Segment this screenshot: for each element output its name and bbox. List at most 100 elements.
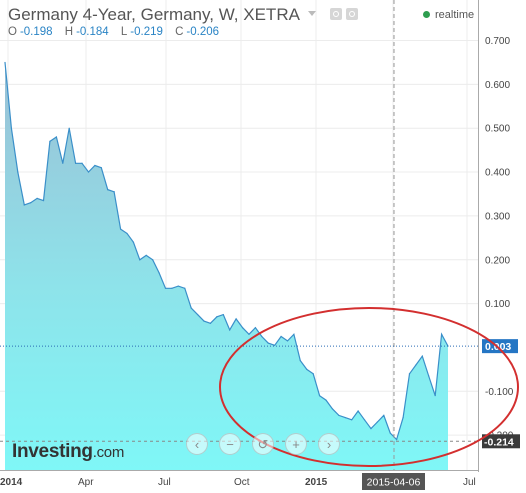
data-point-23 — [152, 259, 154, 261]
data-point-61 — [396, 438, 398, 441]
data-point-36 — [235, 318, 237, 320]
investing-logo[interactable]: Investing.com — [12, 441, 124, 463]
low-label: L — [120, 26, 128, 38]
data-point-10 — [68, 127, 70, 129]
scroll-left-button[interactable]: ‹ — [186, 433, 208, 455]
data-point-66 — [428, 375, 430, 377]
scroll-right-button[interactable]: › — [318, 433, 340, 455]
data-point-21 — [139, 259, 141, 261]
crosshair-date-label: 2015-04-06 — [367, 477, 421, 489]
data-point-68 — [440, 333, 443, 335]
data-point-18 — [119, 228, 122, 230]
data-point-41 — [267, 342, 269, 344]
options-icon[interactable] — [346, 8, 358, 20]
x-tick-label-4: 2015 — [305, 477, 328, 488]
settings-icon[interactable] — [330, 8, 342, 20]
data-point-25 — [164, 287, 167, 289]
data-point-27 — [177, 285, 179, 287]
open-value: -0.198 — [19, 26, 53, 38]
x-tick-label-1: Apr — [78, 477, 94, 488]
data-point-62 — [402, 417, 404, 419]
high-label: H — [64, 26, 74, 38]
data-point-47 — [306, 368, 308, 370]
data-point-2 — [17, 171, 19, 173]
data-point-3 — [23, 204, 25, 206]
data-point-43 — [280, 335, 282, 338]
zoom-in-button[interactable]: + — [285, 433, 307, 455]
data-point-20 — [132, 241, 135, 243]
data-point-59 — [383, 414, 385, 417]
data-point-64 — [415, 364, 417, 366]
data-point-14 — [94, 164, 96, 167]
realtime-label: realtime — [435, 9, 475, 21]
data-point-11 — [75, 162, 77, 164]
data-point-24 — [158, 272, 160, 274]
y-tick-label-7: -0.100 — [485, 387, 514, 398]
data-point-22 — [145, 254, 147, 256]
y-tick-label-6: 0.100 — [485, 299, 510, 310]
data-point-39 — [254, 327, 256, 329]
data-point-48 — [312, 373, 314, 375]
y-tick-label-2: 0.500 — [485, 124, 510, 135]
logo-suffix: .com — [92, 444, 125, 461]
data-point-33 — [216, 316, 218, 318]
data-point-67 — [434, 395, 436, 397]
data-point-44 — [286, 340, 289, 342]
ohlc-readout: O -0.198 H -0.184 L -0.219 C -0.206 — [8, 26, 228, 38]
crosshair-date-box — [362, 473, 425, 490]
data-point-0 — [4, 61, 6, 64]
data-point-9 — [62, 162, 64, 164]
data-point-29 — [190, 307, 192, 309]
close-label: C — [175, 26, 184, 38]
realtime-indicator: realtime — [423, 9, 474, 21]
data-point-34 — [222, 313, 224, 316]
y-tick-label-1: 0.600 — [485, 80, 510, 91]
data-point-26 — [171, 287, 173, 289]
open-label: O — [8, 26, 17, 38]
data-point-63 — [408, 373, 411, 375]
chart-title[interactable]: Germany 4-Year, Germany, W, XETRA — [8, 5, 300, 24]
data-point-17 — [113, 191, 115, 193]
data-point-51 — [331, 408, 334, 410]
data-point-45 — [293, 333, 295, 335]
data-point-32 — [209, 322, 212, 324]
data-point-37 — [241, 327, 244, 329]
data-point-38 — [248, 333, 250, 335]
series-line — [4, 62, 449, 441]
data-point-31 — [203, 320, 205, 322]
x-tick-label-5: Jul — [463, 477, 476, 488]
x-tick-label-2: Jul — [158, 477, 171, 488]
y-tick-label-4: 0.300 — [485, 211, 510, 222]
x-tick-label-0: 2014 — [0, 477, 23, 488]
low-marker-box — [482, 434, 520, 449]
data-point-52 — [338, 414, 340, 417]
data-point-13 — [87, 171, 90, 173]
data-point-35 — [229, 329, 231, 331]
data-point-53 — [344, 417, 346, 419]
x-tick-label-3: Oct — [234, 477, 250, 488]
data-point-40 — [261, 335, 263, 338]
data-point-5 — [36, 197, 38, 199]
low-marker-label: -0.214 — [484, 436, 514, 448]
low-value: -0.219 — [130, 26, 163, 38]
title-dropdown-icon[interactable] — [308, 11, 316, 16]
zoom-out-button[interactable]: − — [219, 433, 241, 455]
y-tick-label-3: 0.400 — [485, 168, 510, 179]
data-point-7 — [49, 140, 51, 142]
data-point-6 — [42, 199, 45, 202]
data-point-58 — [376, 421, 378, 423]
data-point-28 — [184, 287, 186, 289]
high-value: -0.184 — [76, 26, 109, 38]
annotation-ellipse — [219, 307, 519, 467]
data-point-1 — [10, 127, 13, 129]
data-point-12 — [81, 162, 83, 164]
data-point-15 — [100, 167, 102, 169]
data-point-50 — [325, 399, 327, 401]
logo-main: Investing — [12, 441, 93, 462]
realtime-dot-icon — [423, 11, 430, 18]
close-value: -0.206 — [186, 26, 220, 38]
reset-button[interactable]: ↺ — [252, 433, 274, 455]
data-point-65 — [421, 355, 423, 357]
